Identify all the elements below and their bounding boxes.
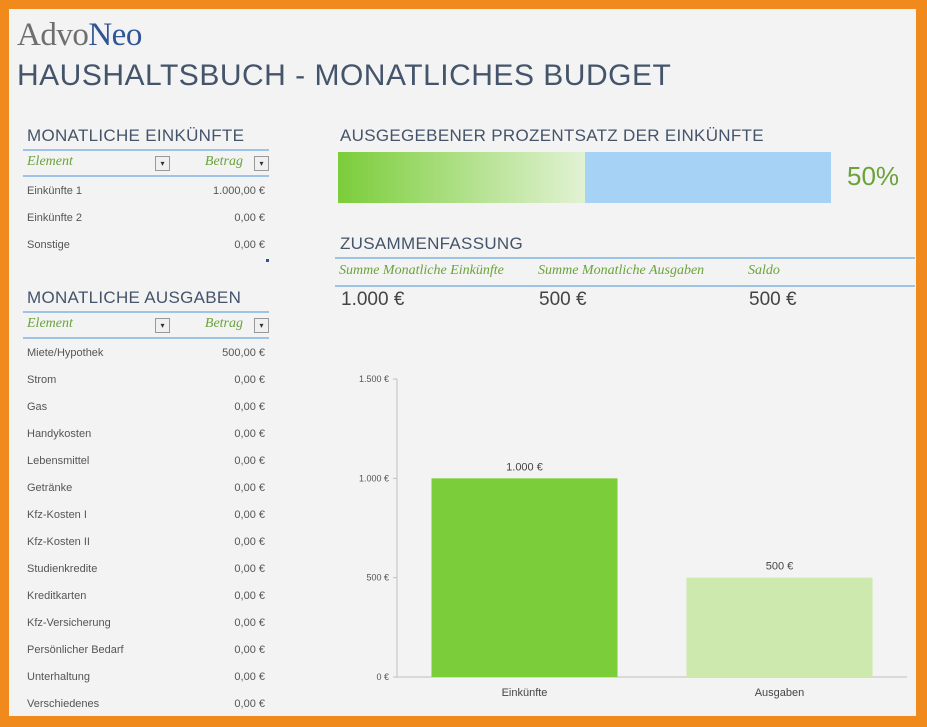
table-row[interactable]: Studienkredite 0,00 € xyxy=(23,555,269,582)
table-resize-handle[interactable] xyxy=(266,259,269,262)
page-title: HAUSHALTSBUCH - MONATLICHES BUDGET xyxy=(17,59,672,92)
income-amount-filter-dropdown[interactable]: ▾ xyxy=(254,156,269,171)
row-label: Lebensmittel xyxy=(27,455,90,467)
row-value: 0,00 € xyxy=(234,401,265,413)
row-label: Kfz-Versicherung xyxy=(27,617,111,629)
row-label: Gas xyxy=(27,401,48,413)
expenses-section-title: MONATLICHE AUSGABEN xyxy=(27,288,242,307)
table-row[interactable]: Miete/Hypothek 500,00 € xyxy=(23,339,269,366)
bar-ausgaben[interactable] xyxy=(686,577,873,677)
row-value: 0,00 € xyxy=(234,212,265,224)
table-row[interactable]: Unterhaltung 0,00 € xyxy=(23,663,269,690)
percent-spent-fill xyxy=(338,152,585,203)
row-value: 0,00 € xyxy=(234,671,265,683)
table-row[interactable]: Einkünfte 1 1.000,00 € xyxy=(23,177,269,204)
row-value: 0,00 € xyxy=(234,239,265,251)
row-value: 0,00 € xyxy=(234,455,265,467)
expenses-col-amount: Betrag xyxy=(204,316,243,331)
expenses-table: Element ▾ Betrag ▾ Miete/Hypothek 500,00 … xyxy=(23,311,269,716)
percent-remaining-fill xyxy=(584,152,831,203)
row-value: 0,00 € xyxy=(234,644,265,656)
table-row[interactable]: Kfz-Versicherung 0,00 € xyxy=(23,609,269,636)
expenses-table-header: Element ▾ Betrag ▾ xyxy=(23,311,269,339)
income-section-title: MONATLICHE EINKÜNFTE xyxy=(27,126,245,145)
percent-section-title: AUSGEGEBENER PROZENTSATZ DER EINKÜNFTE xyxy=(340,126,764,145)
table-row[interactable]: Strom 0,00 € xyxy=(23,366,269,393)
expenses-col-element: Element xyxy=(27,316,73,331)
row-label: Kreditkarten xyxy=(27,590,87,602)
summary-balance-value: 500 € xyxy=(749,289,797,310)
summary-expenses-value: 500 € xyxy=(539,289,587,310)
table-row[interactable]: Getränke 0,00 € xyxy=(23,474,269,501)
row-value: 0,00 € xyxy=(234,617,265,629)
row-value: 0,00 € xyxy=(234,698,265,710)
table-row[interactable]: Sonstige 0,00 € xyxy=(23,231,269,262)
budget-sheet: AdvoNeo HAUSHALTSBUCH - MONATLICHES BUDG… xyxy=(9,9,916,716)
row-label: Studienkredite xyxy=(27,563,98,575)
income-col-amount: Betrag xyxy=(204,154,243,169)
bar-data-label: 1.000 € xyxy=(506,461,543,473)
income-element-filter-dropdown[interactable]: ▾ xyxy=(155,156,170,171)
percent-spent-bar xyxy=(338,152,831,203)
income-table-header: Element ▾ Betrag ▾ xyxy=(23,149,269,177)
bar-einkünfte[interactable] xyxy=(431,478,618,677)
row-label: Handykosten xyxy=(27,428,92,440)
row-value: 0,00 € xyxy=(234,590,265,602)
y-tick-label: 1.000 € xyxy=(359,473,389,483)
x-category-label: Einkünfte xyxy=(502,687,548,699)
table-row[interactable]: Einkünfte 2 0,00 € xyxy=(23,204,269,231)
x-category-label: Ausgaben xyxy=(755,687,805,699)
row-label: Sonstige xyxy=(27,239,70,251)
expenses-amount-filter-dropdown[interactable]: ▾ xyxy=(254,318,269,333)
table-row[interactable]: Kfz-Kosten II 0,00 € xyxy=(23,528,269,555)
row-value: 0,00 € xyxy=(234,536,265,548)
summary-header-income: Summe Monatliche Einkünfte xyxy=(339,263,504,278)
y-tick-label: 1.500 € xyxy=(359,374,389,384)
summary-header-balance: Saldo xyxy=(748,263,780,278)
income-table: Element ▾ Betrag ▾ Einkünfte 1 1.000,00 … xyxy=(23,149,269,262)
row-label: Kfz-Kosten I xyxy=(27,509,87,521)
expenses-rows: Miete/Hypothek 500,00 € Strom 0,00 € Gas 0,00… xyxy=(23,339,269,716)
table-row[interactable]: Handykosten 0,00 € xyxy=(23,420,269,447)
table-row[interactable]: Persönlicher Bedarf 0,00 € xyxy=(23,636,269,663)
table-row[interactable]: Verschiedenes 0,00 € xyxy=(23,690,269,716)
logo: AdvoNeo xyxy=(17,17,142,53)
row-value: 0,00 € xyxy=(234,482,265,494)
summary-income-value: 1.000 € xyxy=(341,289,405,310)
row-value: 0,00 € xyxy=(234,374,265,386)
income-expenses-chart: 0 € 500 € 1.000 € 1.500 € 1.000 € Einkünfte 50… xyxy=(359,374,907,699)
row-label: Unterhaltung xyxy=(27,671,90,683)
summary-header: Summe Monatliche Einkünfte Summe Monatli… xyxy=(335,257,915,287)
row-value: 0,00 € xyxy=(234,563,265,575)
summary-section-title: ZUSAMMENFASSUNG xyxy=(340,234,524,253)
row-label: Einkünfte 1 xyxy=(27,185,83,197)
row-value: 1.000,00 € xyxy=(213,185,265,197)
row-value: 0,00 € xyxy=(234,509,265,521)
expenses-element-filter-dropdown[interactable]: ▾ xyxy=(155,318,170,333)
row-label: Kfz-Kosten II xyxy=(27,536,90,548)
table-row[interactable]: Lebensmittel 0,00 € xyxy=(23,447,269,474)
row-label: Einkünfte 2 xyxy=(27,212,83,224)
y-tick-label: 0 € xyxy=(376,672,389,682)
row-label: Miete/Hypothek xyxy=(27,347,104,359)
income-col-element: Element xyxy=(27,154,73,169)
table-row[interactable]: Kfz-Kosten I 0,00 € xyxy=(23,501,269,528)
summary-header-expenses: Summe Monatliche Ausgaben xyxy=(538,263,705,278)
table-row[interactable]: Kreditkarten 0,00 € xyxy=(23,582,269,609)
y-tick-label: 500 € xyxy=(366,573,389,583)
table-row[interactable]: Gas 0,00 € xyxy=(23,393,269,420)
bar-data-label: 500 € xyxy=(766,561,794,573)
percent-spent-label: 50% xyxy=(847,161,900,191)
row-label: Persönlicher Bedarf xyxy=(27,644,124,656)
row-value: 500,00 € xyxy=(222,347,265,359)
row-label: Getränke xyxy=(27,482,73,494)
row-label: Strom xyxy=(27,374,57,386)
row-value: 0,00 € xyxy=(234,428,265,440)
row-label: Verschiedenes xyxy=(27,698,100,710)
